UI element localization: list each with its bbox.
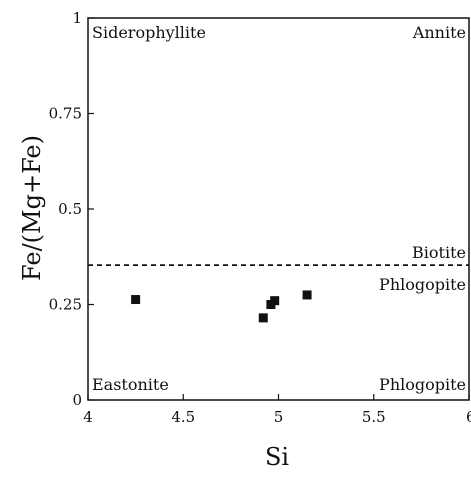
corner-label-bottom-left: Eastonite [92, 375, 169, 394]
reference-label-below: Phlogopite [379, 275, 466, 294]
x-tick-label: 4.5 [171, 408, 195, 426]
x-axis-title: Si [265, 443, 289, 471]
corner-label-bottom-right: Phlogopite [379, 375, 466, 394]
x-tick-label: 6 [466, 408, 471, 426]
y-tick-label: 1 [72, 9, 82, 27]
data-point [270, 296, 280, 306]
data-point [302, 290, 312, 300]
x-tick-label: 5 [274, 408, 284, 426]
x-tick-label: 5.5 [362, 408, 386, 426]
y-tick-label: 0.25 [49, 296, 82, 314]
y-tick-label: 0 [72, 391, 82, 409]
y-axis-title: Fe/(Mg+Fe) [18, 135, 46, 281]
data-point [131, 295, 141, 305]
corner-label-top-right: Annite [412, 23, 466, 42]
corner-label-top-left: Siderophyllite [92, 23, 206, 42]
x-tick-label: 4 [83, 408, 93, 426]
y-tick-label: 0.75 [49, 105, 82, 123]
data-point [258, 313, 268, 323]
plot-frame [87, 17, 470, 401]
reference-label-above: Biotite [412, 243, 466, 262]
y-tick-label: 0.5 [58, 200, 82, 218]
